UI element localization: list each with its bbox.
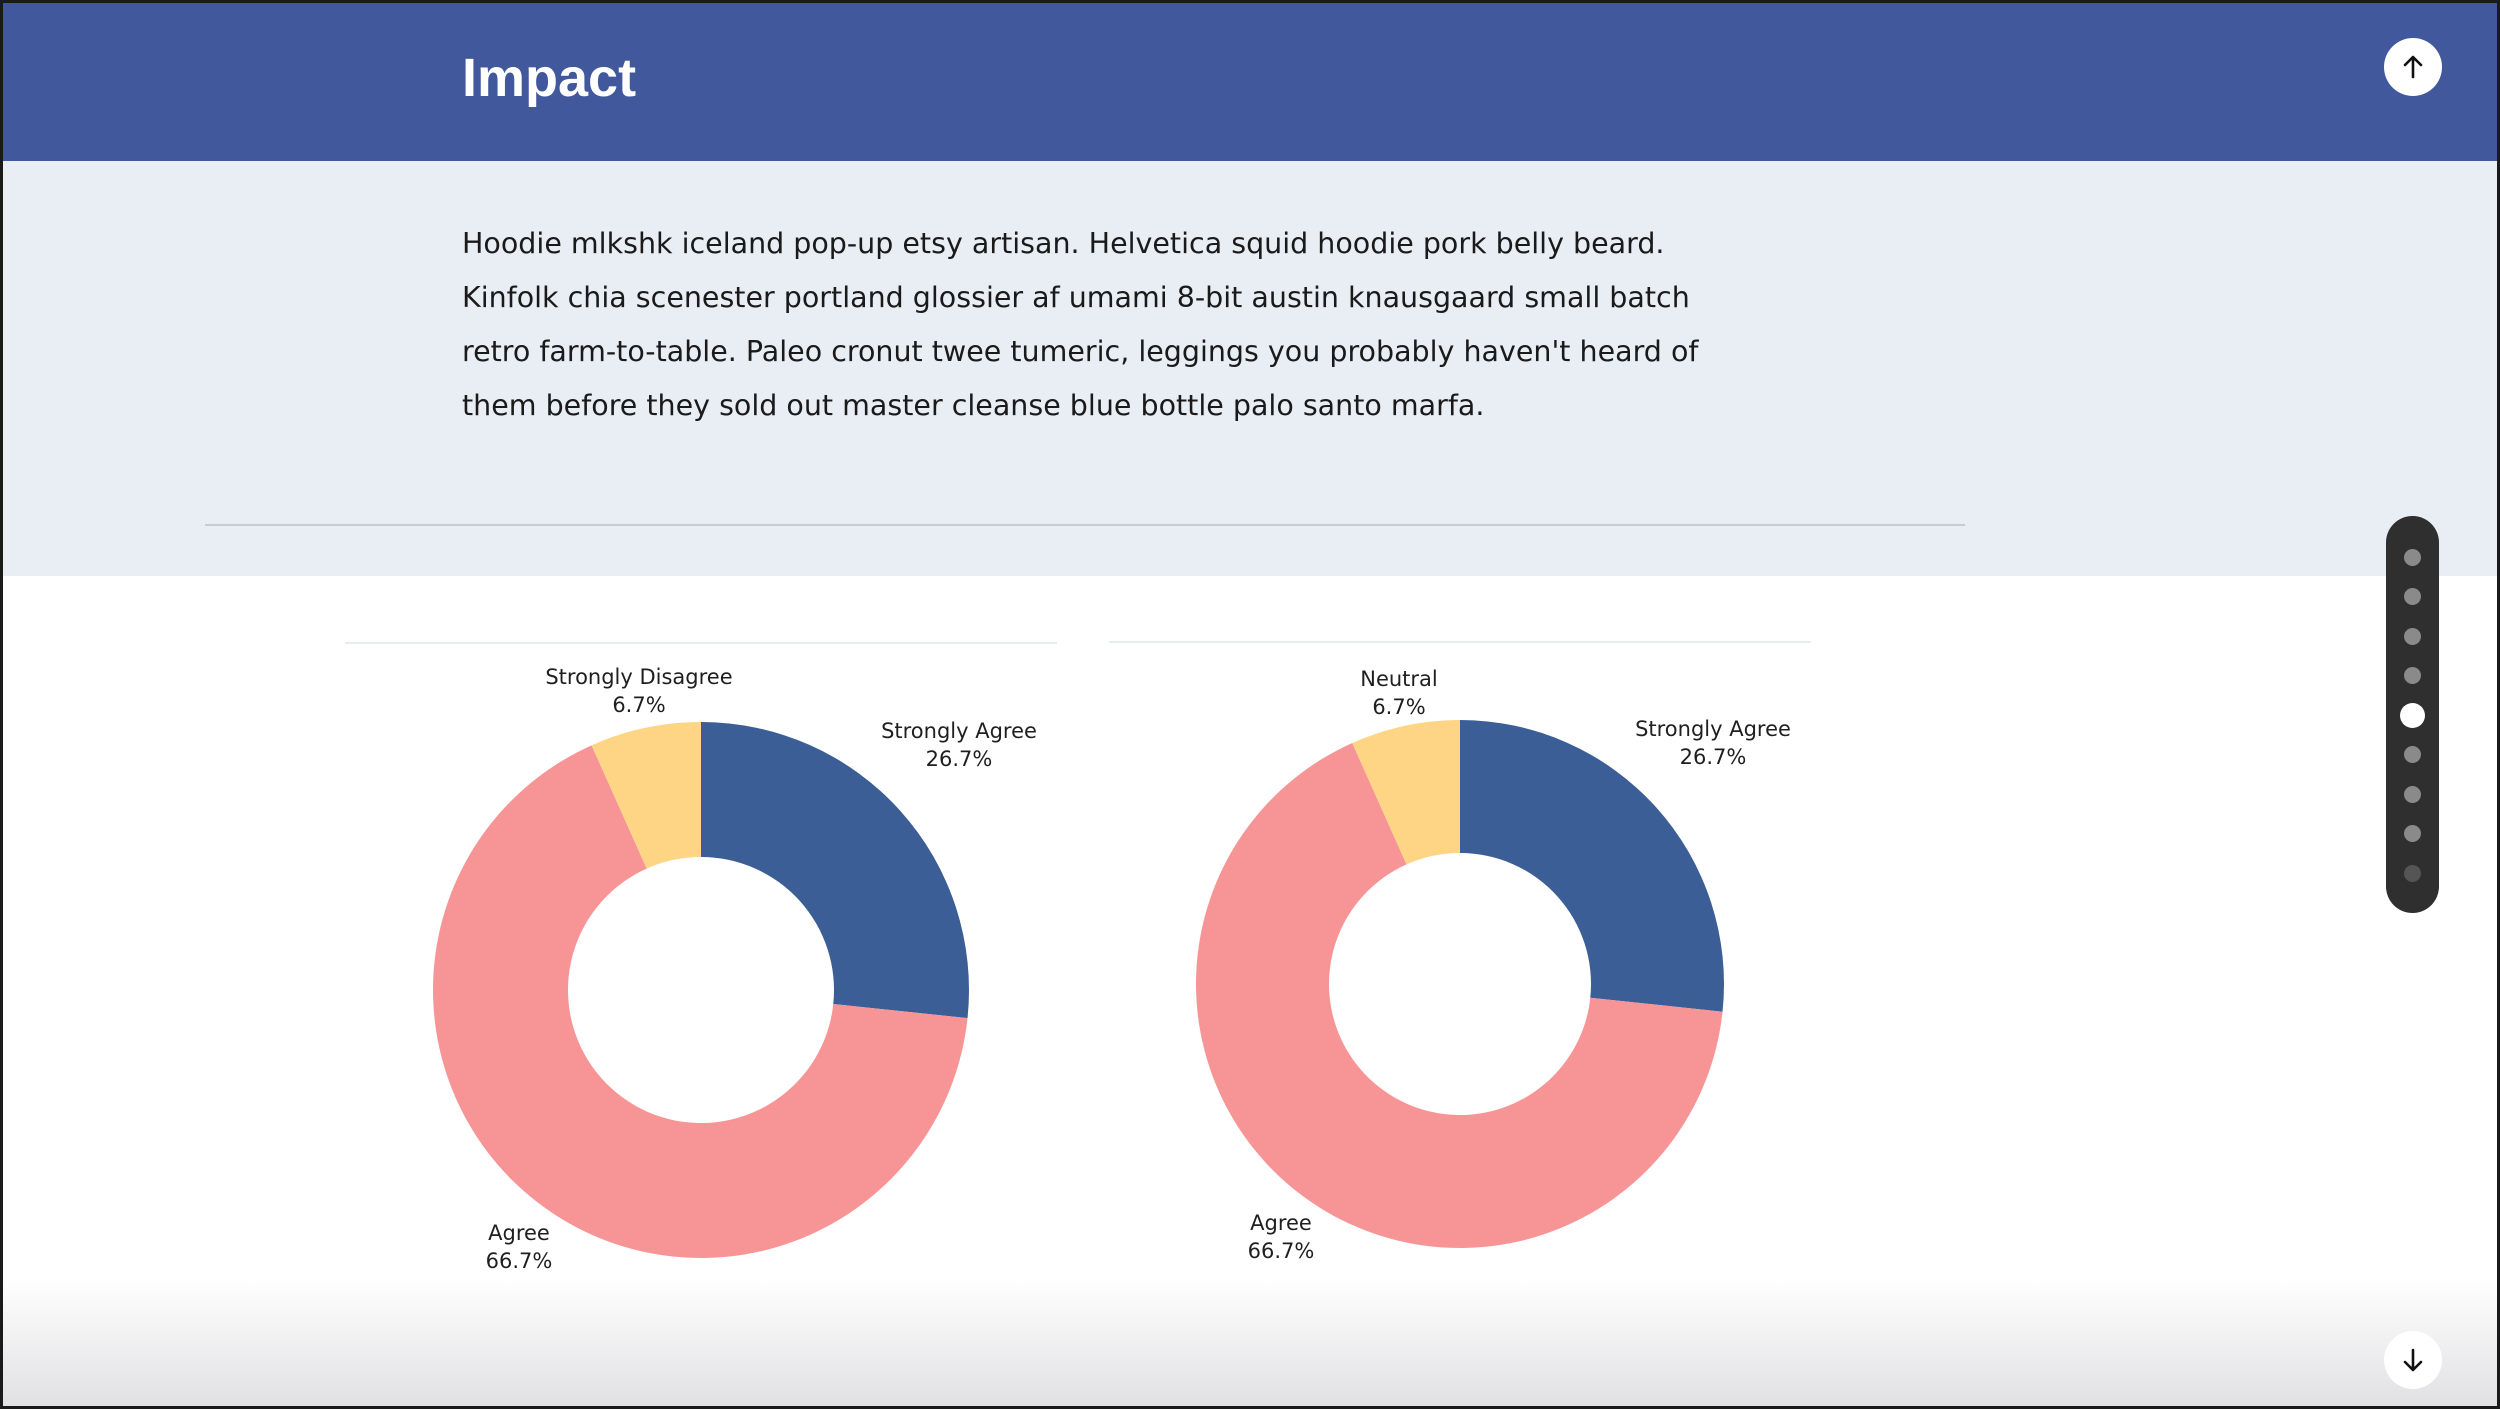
slice-value-label: 66.7% [486, 1249, 553, 1273]
slice-label: Agree [488, 1221, 550, 1245]
page-nav-dot-1[interactable] [2404, 548, 2421, 566]
donut-chart-1: Strongly Agree 26.7% Agree 66.7% Strongly Di… [432, 665, 1037, 1273]
slice-label: Strongly Agree [1635, 717, 1791, 741]
bottom-fade-overlay [3, 1278, 2497, 1406]
donut-slice-agree[interactable] [1196, 743, 1723, 1248]
slice-value-label: 26.7% [926, 747, 993, 771]
donut-slice-agree[interactable] [432, 745, 968, 1258]
donut-slice-strongly-agree[interactable] [701, 722, 969, 1019]
arrow-down-icon [2403, 1348, 2423, 1372]
slice-label: Agree [1250, 1211, 1312, 1235]
donut-slice-strongly-disagree[interactable] [591, 722, 701, 869]
donut-slice-neutral[interactable] [1352, 720, 1460, 865]
page-nav-dot-2[interactable] [2404, 588, 2421, 605]
page-nav-dot-7[interactable] [2404, 785, 2421, 803]
donut-slice-strongly-agree[interactable] [1460, 720, 1724, 1012]
intro-section: Hoodie mlkshk iceland pop-up etsy artisa… [3, 161, 2497, 576]
page-nav-dot-6[interactable] [2404, 746, 2421, 763]
scroll-up-button[interactable] [2384, 38, 2442, 96]
page-nav-dot-8[interactable] [2404, 825, 2421, 842]
arrow-up-icon [2403, 55, 2423, 79]
page-nav-dot-9[interactable] [2404, 864, 2421, 882]
slice-value-label: 66.7% [1248, 1239, 1315, 1263]
section-divider [205, 524, 1965, 526]
page-nav-dot-5[interactable] [2400, 702, 2425, 728]
intro-paragraph: Hoodie mlkshk iceland pop-up etsy artisa… [462, 227, 1699, 422]
section-header: Impact [3, 3, 2497, 161]
donut-chart-2: Strongly Agree 26.7% Agree 66.7% Neutral 6.7% [1196, 667, 1791, 1263]
scroll-down-button[interactable] [2384, 1331, 2442, 1389]
page-nav-dot-3[interactable] [2404, 627, 2421, 645]
slice-value-label: 6.7% [1372, 695, 1425, 719]
page-navigation [2386, 516, 2439, 913]
slice-value-label: 26.7% [1680, 745, 1747, 769]
page-nav-dot-4[interactable] [2404, 667, 2421, 684]
slice-label: Strongly Agree [881, 719, 1037, 743]
slice-value-label: 6.7% [612, 693, 665, 717]
chart-2-top-rule [1109, 641, 1811, 643]
section-title: Impact [462, 48, 637, 108]
chart-1-top-rule [345, 642, 1057, 644]
slice-label: Neutral [1360, 667, 1438, 691]
slice-label: Strongly Disagree [545, 665, 732, 689]
